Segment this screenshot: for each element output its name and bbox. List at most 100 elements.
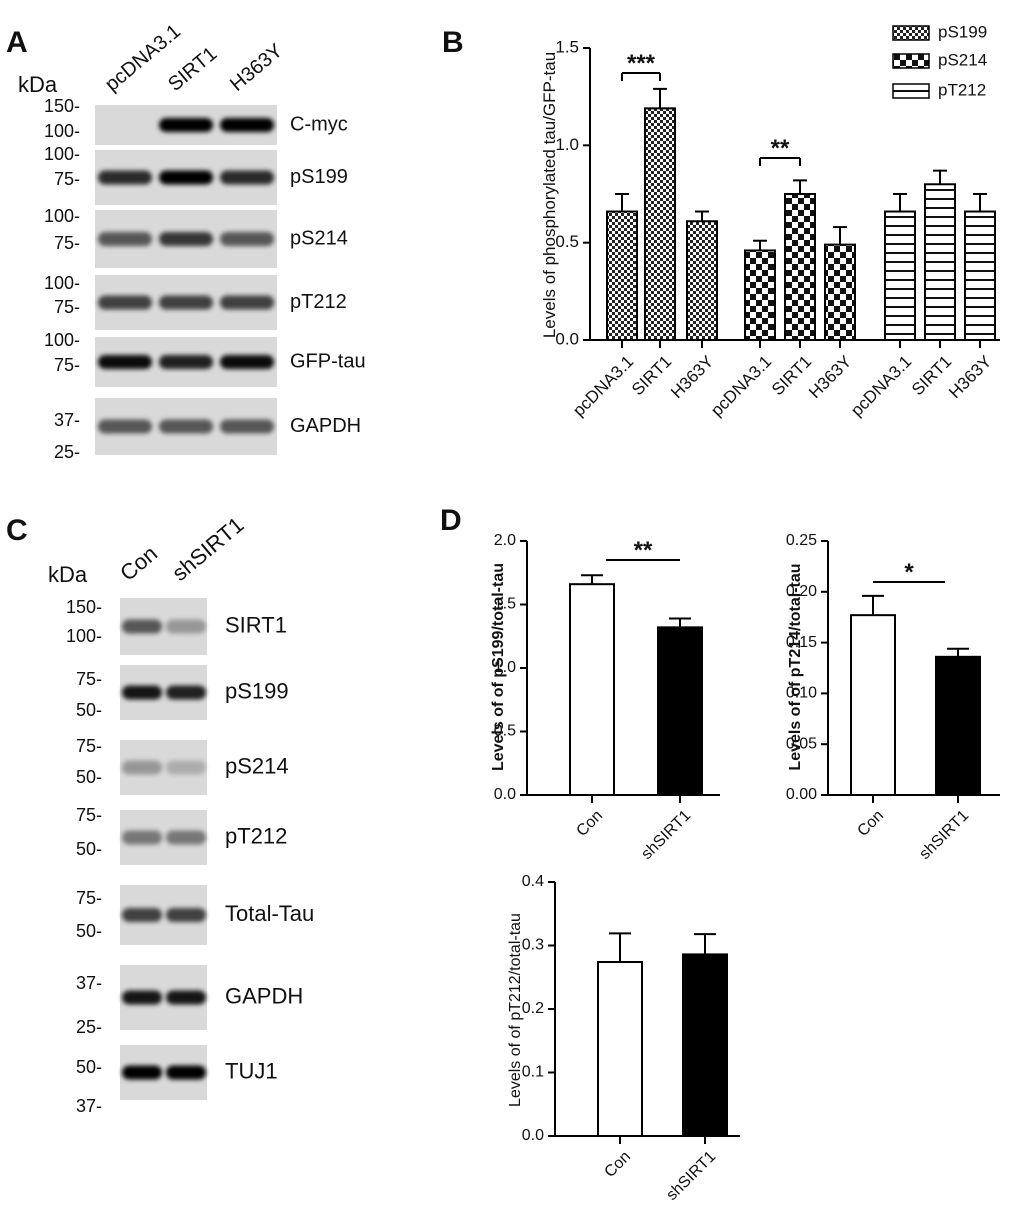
legend-label: pT212 [938, 80, 986, 99]
y-axis-label: Levels of of pT212/total-tau [507, 913, 524, 1107]
blot-label: GFP-tau [290, 350, 366, 372]
blot-band [159, 170, 213, 185]
y-tick-label: 0.25 [786, 532, 817, 549]
error-bar [753, 239, 767, 251]
y-tick-label: 1.5 [494, 596, 516, 613]
blot-band [166, 1065, 206, 1080]
y-axis-label: Levels of phosphorylated tau/GFP-tau [540, 52, 559, 338]
blot-band [220, 232, 274, 246]
panel-label: C [6, 514, 28, 547]
marker-label: 75- [54, 355, 80, 375]
bar [744, 249, 776, 342]
bar [597, 961, 643, 1138]
blot-band [98, 355, 152, 369]
blot-band [159, 118, 213, 132]
blot-label: GAPDH [290, 415, 361, 437]
marker-label: 37- [76, 973, 102, 993]
blot-band [98, 232, 152, 246]
marker-label: 100- [66, 626, 102, 646]
lane-label: H363Y [226, 40, 287, 96]
marker-label: 75- [76, 736, 102, 756]
x-tick-label: pcDNA3.1 [707, 352, 775, 420]
lane-label: Con [115, 541, 162, 586]
lane-label: shSIRT1 [167, 512, 248, 586]
legend-swatch [892, 83, 930, 99]
blot-band [122, 1065, 162, 1080]
significance-label: ** [634, 537, 653, 564]
blot-band [122, 685, 162, 700]
blot-band [98, 419, 152, 434]
y-tick-label: 0.15 [786, 634, 817, 651]
blot-band [122, 830, 162, 845]
blot-band [166, 760, 206, 775]
error-bar [833, 226, 847, 245]
marker-label: 25- [54, 442, 80, 462]
blot-band [166, 990, 206, 1005]
panel-label: B [442, 26, 464, 59]
y-tick-label: 0.2 [522, 1000, 544, 1017]
x-tick-label: Con [601, 1148, 634, 1181]
blot-band [122, 990, 162, 1005]
x-tick-label: Con [854, 807, 887, 840]
marker-label: 37- [54, 410, 80, 430]
bar [682, 953, 728, 1138]
y-tick-label: 0.10 [786, 685, 817, 702]
error-bar [947, 647, 969, 657]
legend-swatch [892, 25, 930, 41]
significance-label: *** [627, 50, 656, 77]
blot-label: GAPDH [225, 983, 303, 1008]
y-tick-label: 0.0 [555, 329, 579, 348]
blot-band [220, 118, 274, 132]
error-bar [653, 87, 667, 109]
y-axis-label: Levels of of pS199/total-tau [490, 563, 507, 771]
error-bar [615, 193, 629, 212]
marker-label: 50- [76, 700, 102, 720]
marker-label: 75- [54, 233, 80, 253]
blot-band [159, 232, 213, 246]
error-bar [793, 179, 807, 194]
legend-label: pS214 [938, 50, 987, 69]
blot-label: pS214 [225, 753, 289, 778]
marker-label: 75- [76, 669, 102, 689]
blot-band [122, 619, 162, 634]
x-tick-label: H363Y [667, 352, 717, 402]
y-tick-label: 2.0 [494, 532, 516, 549]
blot-label: pT212 [290, 291, 347, 313]
x-tick-label: SIRT1 [628, 352, 675, 399]
legend-swatch [892, 53, 930, 69]
marker-label: 100- [44, 144, 80, 164]
bar [569, 583, 615, 796]
y-tick-label: 0.20 [786, 583, 817, 600]
error-bar [933, 169, 947, 185]
y-tick-label: 0.0 [494, 786, 516, 803]
y-tick-label: 0.00 [786, 786, 817, 803]
bar [657, 626, 703, 796]
panel-label: D [440, 504, 462, 537]
blot-band [98, 170, 152, 185]
marker-label: 50- [76, 767, 102, 787]
error-bar [973, 193, 987, 212]
y-tick-label: 0.4 [522, 873, 544, 890]
x-tick-label: Con [573, 807, 606, 840]
blot-label: TUJ1 [225, 1058, 278, 1083]
marker-label: 100- [44, 206, 80, 226]
bar [644, 107, 676, 341]
marker-label: 75- [76, 805, 102, 825]
x-tick-label: shSIRT1 [638, 807, 694, 863]
blot-band [220, 419, 274, 434]
marker-label: 75- [54, 297, 80, 317]
marker-label: 100- [44, 273, 80, 293]
y-tick-label: 0.05 [786, 735, 817, 752]
blot-band [220, 170, 274, 185]
y-tick-label: 0.3 [522, 937, 544, 954]
x-tick-label: H363Y [805, 352, 855, 402]
unit-label: kDa [48, 562, 88, 587]
bar [824, 243, 856, 341]
marker-label: 100- [44, 121, 80, 141]
significance-label: * [904, 559, 914, 586]
marker-label: 50- [76, 839, 102, 859]
blot-label: pT212 [225, 823, 287, 848]
bar [606, 210, 638, 341]
blot-band [159, 419, 213, 434]
